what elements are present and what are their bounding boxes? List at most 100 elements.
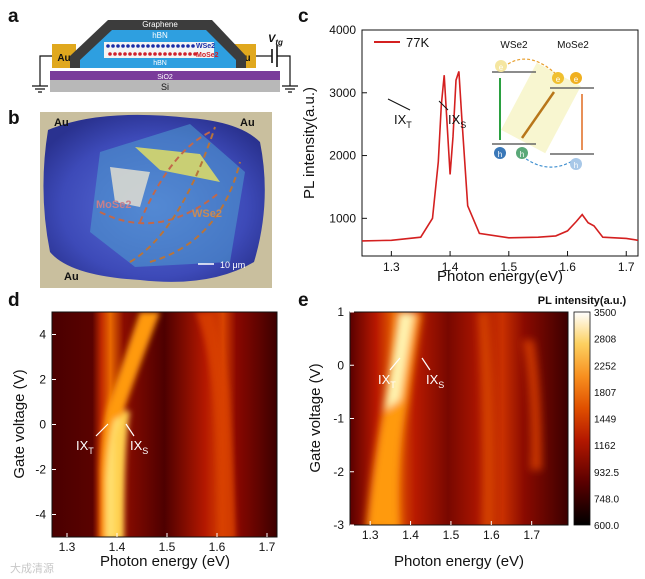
device-schematic: Si SiO2 Au Au Graphene hBN WSe2 MoSe2 hB… xyxy=(32,20,298,93)
heatmap-e: 1 0 -1 -2 -3 1.3 1.4 1.5 1.6 1.7 IXT IXS 3500 280… xyxy=(307,295,627,570)
band-ix-core-e xyxy=(384,312,414,410)
lattice-atom-bottom xyxy=(113,52,117,56)
plot-frame xyxy=(361,29,639,257)
inset-mose2-label: MoSe2 xyxy=(557,40,589,51)
ground-symbol-right xyxy=(282,85,298,93)
y-tick-label: 2000 xyxy=(329,149,356,163)
y-axis-title: PL intensity(a.u.) xyxy=(301,87,318,199)
watermark: 大成清源 xyxy=(10,563,54,575)
y-tick-label: -4 xyxy=(35,508,46,522)
y-tick-label: -2 xyxy=(35,463,46,477)
peak-label-ixs: IXS xyxy=(448,112,466,130)
lattice-atom-bottom xyxy=(168,52,172,56)
au-label-left: Au xyxy=(57,53,70,64)
lattice-atom-bottom xyxy=(158,52,162,56)
wse2-outline-1 xyxy=(129,126,216,263)
lattice-atom-bottom xyxy=(143,52,147,56)
lattice-atom-top xyxy=(166,44,170,48)
x-tick-label: 1.4 xyxy=(109,540,126,554)
colorbar-tick-label: 3500 xyxy=(594,308,617,319)
y-axis-ticks-e: 1 0 -1 -2 -3 xyxy=(333,305,354,532)
lattice-atom-top xyxy=(126,44,130,48)
mose2-outline-1 xyxy=(139,131,211,223)
lattice-atom-bottom xyxy=(193,52,197,56)
hole-mose2-text: h xyxy=(574,161,578,170)
lattice-atom-bottom xyxy=(183,52,187,56)
x-tick-label: 1.6 xyxy=(483,528,500,542)
hbn-flake xyxy=(90,124,245,267)
x-tick-label: 1.3 xyxy=(59,540,76,554)
lattice-atom-bottom xyxy=(118,52,122,56)
mose2-layer-label: MoSe2 xyxy=(196,52,219,59)
band-ixs-d xyxy=(114,410,130,537)
hole-wse2-text-2: h xyxy=(520,150,524,159)
lattice-atom-bottom xyxy=(128,52,132,56)
ann-ixs-d: IXS xyxy=(130,438,148,456)
arrow-ixt-d xyxy=(95,423,109,437)
heatmap-d: 4 2 0 -2 -4 1.3 1.4 1.5 1.6 1.7 IXT IXS Photon e… xyxy=(11,311,278,570)
sio2-label: SiO2 xyxy=(157,74,173,81)
y-tick-label: 4 xyxy=(39,328,46,342)
colorbar-ticks: 3500 2808 2252 1807 1449 1162 932.5 748.0 600.0 xyxy=(594,308,619,532)
wse2-outline-2 xyxy=(149,161,241,263)
lattice-atom-top xyxy=(136,44,140,48)
colorbar-title: PL intensity(a.u.) xyxy=(538,295,627,307)
electron-wse2-icon xyxy=(495,60,507,72)
bright-flake xyxy=(110,167,150,207)
electron-wse2-text: e xyxy=(499,63,504,72)
legend-label: 77K xyxy=(406,35,429,50)
x-axis-title-d: Photon energy (eV) xyxy=(100,553,230,570)
x-tick-label: 1.4 xyxy=(402,528,419,542)
inset-wse2-label: WSe2 xyxy=(500,40,528,51)
heatmap-d-bands xyxy=(100,312,236,537)
x-axis-title: Photon energy(eV) xyxy=(437,268,563,285)
spectrum-line-77k xyxy=(361,71,639,242)
band-intralayer-d xyxy=(196,312,236,537)
x-tick-label: 1.7 xyxy=(618,260,635,274)
hole-mose2-icon xyxy=(570,158,582,170)
optical-micrograph: Au Au Au MoSe2 WSe2 10 μm xyxy=(40,112,272,288)
lattice-atom-top xyxy=(151,44,155,48)
hole-transfer-path xyxy=(521,155,575,168)
si-layer xyxy=(50,80,280,92)
x-tick-label: 1.5 xyxy=(443,528,460,542)
lattice-atom-top xyxy=(191,44,195,48)
lattice-atom-bottom xyxy=(148,52,152,56)
y-tick-label: 0 xyxy=(39,418,46,432)
au-label-bl: Au xyxy=(64,271,79,283)
band-alignment-inset: WSe2 MoSe2 e e e h h h xyxy=(492,40,594,170)
x-tick-label: 1.3 xyxy=(362,528,379,542)
x-axis-ticks-d: 1.3 1.4 1.5 1.6 1.7 xyxy=(59,533,276,554)
x-tick-label: 1.4 xyxy=(442,260,459,274)
lattice-atom-top xyxy=(131,44,135,48)
inset-highlight xyxy=(501,62,581,154)
y-tick-label: 3000 xyxy=(329,86,356,100)
top-hbn-label: hBN xyxy=(152,31,168,40)
lattice-atom-top xyxy=(106,44,110,48)
lattice-atom-top xyxy=(111,44,115,48)
colorbar-tick-label: 2808 xyxy=(594,335,617,346)
band-right-e xyxy=(522,340,542,470)
pl-spectrum-chart: 1000 2000 3000 4000 1.3 1.4 1.5 1.6 1.7 77K IXT… xyxy=(301,23,639,285)
colorbar-tick-label: 932.5 xyxy=(594,468,619,479)
lattice-atom-bottom xyxy=(153,52,157,56)
lattice-atom-top xyxy=(121,44,125,48)
heatmap-e-bands xyxy=(366,312,542,525)
lattice-atom-top xyxy=(161,44,165,48)
scale-bar-label: 10 μm xyxy=(220,260,245,270)
hole-wse2-icon-1 xyxy=(494,147,506,159)
right-wire-2 xyxy=(277,55,291,86)
lattice-atom-top xyxy=(181,44,185,48)
lattice-atom-top xyxy=(146,44,150,48)
lattice-atom-top xyxy=(156,44,160,48)
y-axis-ticks-d: 4 2 0 -2 -4 xyxy=(35,328,56,522)
au-label-tr: Au xyxy=(240,117,255,129)
lattice-atom-top xyxy=(116,44,120,48)
mose2-outline-2 xyxy=(99,191,221,225)
panel-label-e: e xyxy=(298,290,309,311)
y-axis-ticks: 1000 2000 3000 4000 xyxy=(329,23,367,225)
gate-voltage-label: Vtg xyxy=(268,33,283,47)
lattice-atom-bottom xyxy=(178,52,182,56)
si-label: Si xyxy=(161,82,169,92)
hole-wse2-text-1: h xyxy=(498,150,502,159)
